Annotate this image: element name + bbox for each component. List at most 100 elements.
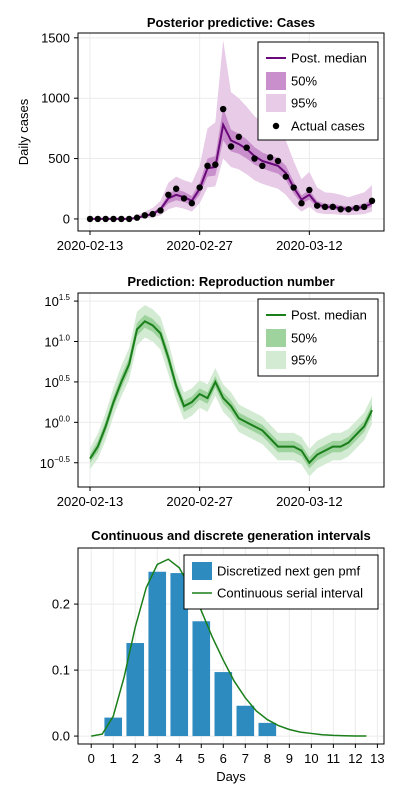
rt-ytick-label: 10−0.5 [40, 455, 71, 471]
rt-ytick-exponent: −0.5 [54, 455, 70, 464]
cases-point [298, 200, 305, 207]
cases-point [212, 161, 219, 168]
rt-xtick-label: 2020-02-13 [57, 494, 124, 509]
gi-axes-frame [77, 547, 385, 745]
gi-xtick-label: 5 [198, 751, 205, 766]
rt-legend-95-swatch [266, 351, 286, 369]
rt-legend-label: 95% [291, 353, 317, 368]
rt-median-line [89, 320, 373, 465]
cases-title: Posterior predictive: Cases [147, 15, 315, 30]
cases-ytick-label: 500 [48, 151, 70, 166]
cases-point [196, 184, 203, 191]
gi-xtick-label: 1 [110, 751, 117, 766]
cases-panel: 0 500 1000 1500 2020-02-13 2020-02-27 2020-03-… [16, 15, 385, 253]
cases-point [180, 195, 188, 202]
rt-ytick-exponent: 1.5 [59, 293, 71, 302]
gi-curve [91, 558, 367, 737]
cases-point [125, 215, 133, 223]
gi-bar [214, 672, 233, 737]
gi-xtick-label: 4 [176, 751, 183, 766]
cases-ylabel: Daily cases [16, 98, 31, 165]
gi-xtick-label: 8 [264, 751, 271, 766]
cases-legend-label: 95% [291, 96, 317, 111]
cases-point [360, 203, 368, 211]
gi-legend: Discretized next gen pmf Continuous seria… [183, 554, 379, 610]
rt-ytick-label: 100.5 [44, 374, 70, 390]
rt-ytick-label: 101.5 [44, 293, 70, 309]
cases-ytick-label: 0 [63, 211, 70, 226]
gi-legend-box [183, 554, 379, 610]
gi-title: Continuous and discrete generation inter… [91, 528, 371, 543]
cases-ytick-label: 1500 [41, 30, 70, 45]
cases-point [133, 214, 141, 221]
cases-point [219, 105, 227, 113]
cases-xtick-label: 2020-03-12 [276, 238, 343, 253]
cases-legend-label: Actual cases [291, 119, 365, 134]
cases-point [313, 202, 321, 209]
rt-legend-label: Post. median [291, 308, 367, 323]
cases-point [204, 162, 211, 170]
rt-ytick-base: 10 [44, 294, 58, 309]
gi-xtick-label: 6 [220, 751, 227, 766]
gi-legend-label: Continuous serial interval [217, 586, 363, 601]
rt-legend-label: 50% [291, 331, 317, 346]
gi-xtick-label: 10 [304, 751, 318, 766]
cases-legend-point-swatch [272, 122, 280, 130]
rt-xtick-label: 2020-03-12 [276, 494, 343, 509]
cases-point [282, 173, 290, 180]
gi-xtick-label: 2 [132, 751, 139, 766]
rt-ytick-base: 10 [44, 335, 58, 350]
cases-point [243, 144, 250, 151]
gi-xtick-label: 0 [88, 751, 95, 766]
cases-point [118, 215, 125, 223]
cases-point [329, 203, 337, 211]
cases-point [251, 155, 258, 162]
cases-point [94, 215, 102, 223]
gi-ytick-label: 0.1 [52, 663, 70, 678]
cases-point [266, 154, 274, 161]
cases-legend-label: Post. median [291, 51, 367, 66]
cases-point [188, 200, 196, 207]
rt-band-95 [90, 305, 372, 477]
gi-bar [126, 643, 145, 737]
gi-xtick-label: 3 [154, 751, 161, 766]
cases-legend: Post. median 50% 95% Actual cases [257, 41, 379, 141]
gi-bar [148, 571, 167, 737]
rt-ytick-base: 10 [44, 375, 58, 390]
gi-xlabel: Days [216, 769, 246, 784]
gi-bar [192, 621, 211, 737]
cases-point [141, 212, 149, 219]
gi-xtick-label: 13 [370, 751, 384, 766]
rt-xtick-label: 2020-02-27 [166, 494, 233, 509]
cases-legend-label: 50% [291, 74, 317, 89]
cases-point [149, 210, 156, 218]
gi-xtick-label: 12 [348, 751, 362, 766]
cases-point [259, 162, 266, 170]
gi-legend-bar-swatch [192, 562, 212, 580]
cases-xtick-label: 2020-02-27 [166, 238, 233, 253]
gi-bar [170, 573, 189, 737]
gi-bar [258, 722, 277, 737]
gi-legend-label: Discretized next gen pmf [217, 564, 360, 579]
cases-point [102, 215, 109, 223]
rt-title: Prediction: Reproduction number [127, 274, 334, 289]
gi-xtick-label: 11 [327, 751, 341, 766]
cases-point [290, 184, 297, 191]
cases-axes-frame [77, 32, 385, 232]
cases-point [172, 185, 180, 192]
gi-xtick-label: 7 [242, 751, 249, 766]
rt-ytick-exponent: 1.0 [59, 334, 71, 343]
cases-ytick-label: 1000 [41, 91, 70, 106]
cases-point [157, 207, 164, 214]
cases-point [227, 143, 235, 150]
rt-legend-50-swatch [266, 329, 286, 347]
cases-point [321, 203, 329, 211]
cases-legend-50-swatch [266, 72, 286, 90]
gi-xtick-label: 9 [286, 751, 293, 766]
rt-legend: Post. median 50% 95% [257, 298, 379, 377]
cases-point [353, 204, 360, 212]
gi-bar [236, 705, 255, 737]
